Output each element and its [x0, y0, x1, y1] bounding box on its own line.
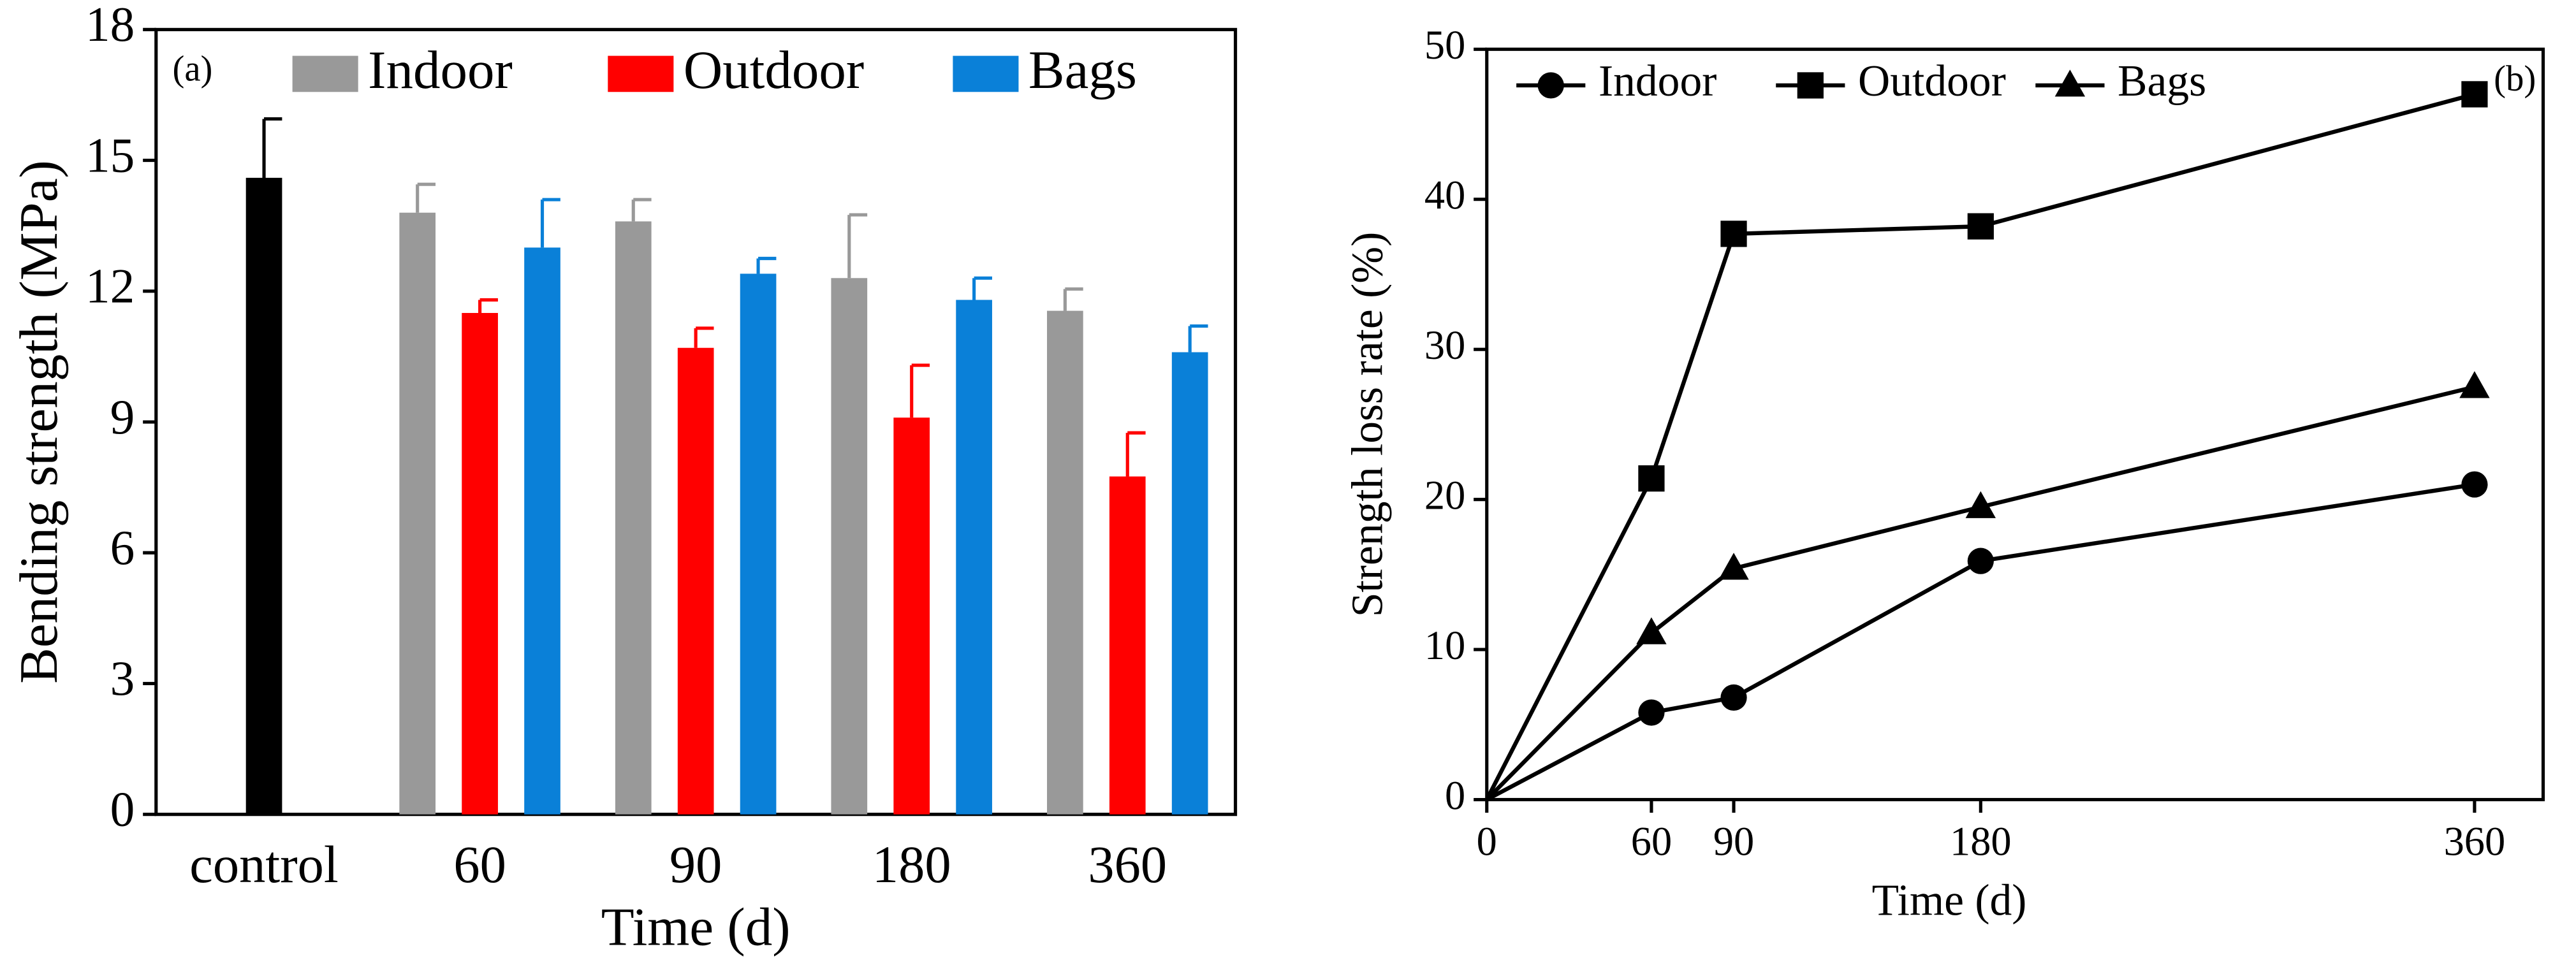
- x-tick-label: control: [189, 836, 339, 894]
- x-tick-label: 90: [1713, 818, 1754, 864]
- y-tick-label: 50: [1424, 22, 1465, 68]
- y-tick-label: 20: [1424, 472, 1465, 518]
- bar: [1171, 352, 1208, 815]
- marker: [1720, 684, 1747, 711]
- marker: [2461, 81, 2488, 108]
- series-line: [1486, 482, 2475, 802]
- bar: [462, 313, 498, 815]
- marker: [1965, 491, 1996, 518]
- error-bar: [1125, 431, 1146, 477]
- marker: [1638, 699, 1665, 726]
- y-tick-label: 9: [110, 389, 135, 444]
- error-bar: [910, 363, 930, 418]
- x-tick-label: 0: [1477, 818, 1497, 864]
- error-bar: [540, 198, 560, 248]
- marker: [1638, 465, 1665, 492]
- y-tick-label: 0: [1445, 773, 1465, 818]
- marker: [2459, 371, 2490, 398]
- bar: [615, 221, 652, 815]
- error-bar: [1188, 324, 1208, 352]
- error-bar: [1063, 287, 1083, 311]
- x-tick-label: 60: [1631, 818, 1672, 864]
- bar: [956, 300, 992, 815]
- y-tick-label: 15: [85, 127, 135, 182]
- x-tick-label: 180: [1950, 818, 2012, 864]
- marker: [1537, 72, 1564, 99]
- series-line: [1484, 92, 2475, 801]
- marker: [1967, 548, 1994, 574]
- bar: [245, 177, 282, 815]
- bar: [1109, 476, 1146, 815]
- marker: [1718, 553, 1749, 580]
- legend-label: Bags: [2118, 57, 2206, 106]
- panel-label: (b): [2494, 59, 2536, 99]
- error-bar: [756, 256, 777, 274]
- y-axis-label: Bending strength (MPa): [9, 160, 69, 683]
- bar: [831, 278, 868, 815]
- y-tick-label: 12: [85, 259, 135, 314]
- plot-frame: [1485, 47, 2545, 802]
- error-bar: [631, 198, 652, 222]
- error-bar: [262, 117, 282, 178]
- bar: [677, 347, 714, 815]
- error-bar: [478, 298, 498, 314]
- x-tick-label: 90: [670, 836, 722, 894]
- x-tick-label: 360: [2444, 818, 2506, 864]
- x-axis-label: Time (d): [1872, 876, 2027, 925]
- error-bar: [694, 326, 714, 348]
- legend-label: Indoor: [1599, 57, 1716, 106]
- x-tick-label: 180: [872, 836, 951, 894]
- y-axis-label: Strength loss rate (%): [1343, 232, 1392, 617]
- x-tick-label: 60: [453, 836, 506, 894]
- marker: [1636, 617, 1667, 644]
- panel-label: (a): [173, 49, 213, 89]
- legend-label: Indoor: [368, 40, 513, 100]
- legend-swatch: [292, 55, 358, 92]
- y-tick-label: 18: [85, 0, 135, 52]
- legend-swatch: [953, 55, 1019, 92]
- x-axis-label: Time (d): [601, 897, 791, 957]
- bar: [893, 417, 930, 815]
- marker: [1967, 213, 1994, 240]
- y-tick-label: 30: [1424, 323, 1465, 368]
- y-tick-label: 6: [110, 520, 135, 575]
- legend-label: Outdoor: [684, 40, 864, 100]
- bar: [740, 273, 777, 815]
- error-bar: [972, 276, 992, 300]
- bar: [1047, 310, 1083, 815]
- legend-label: Bags: [1028, 40, 1137, 100]
- marker: [2461, 471, 2488, 498]
- y-tick-label: 10: [1424, 623, 1465, 668]
- marker: [1797, 72, 1824, 99]
- bar: [399, 212, 436, 815]
- y-tick-label: 40: [1424, 173, 1465, 218]
- marker: [1720, 221, 1747, 247]
- y-tick-label: 3: [110, 651, 135, 706]
- y-tick-label: 0: [110, 781, 135, 836]
- bar: [524, 247, 560, 815]
- series-line: [1485, 384, 2475, 801]
- marker: [2054, 69, 2086, 97]
- legend-label: Outdoor: [1858, 57, 2006, 106]
- error-bar: [847, 213, 868, 279]
- x-tick-label: 360: [1088, 836, 1167, 894]
- legend-swatch: [608, 55, 674, 92]
- error-bar: [416, 182, 436, 213]
